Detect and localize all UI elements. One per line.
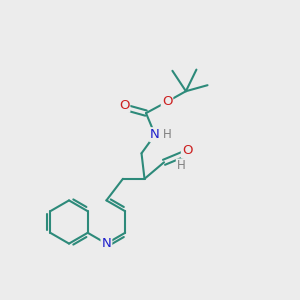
- Text: H: H: [163, 128, 172, 141]
- Text: O: O: [182, 144, 192, 158]
- Text: N: N: [101, 237, 111, 250]
- Text: H: H: [177, 159, 185, 172]
- Text: O: O: [162, 94, 172, 108]
- Text: O: O: [119, 99, 129, 112]
- Text: N: N: [150, 128, 160, 141]
